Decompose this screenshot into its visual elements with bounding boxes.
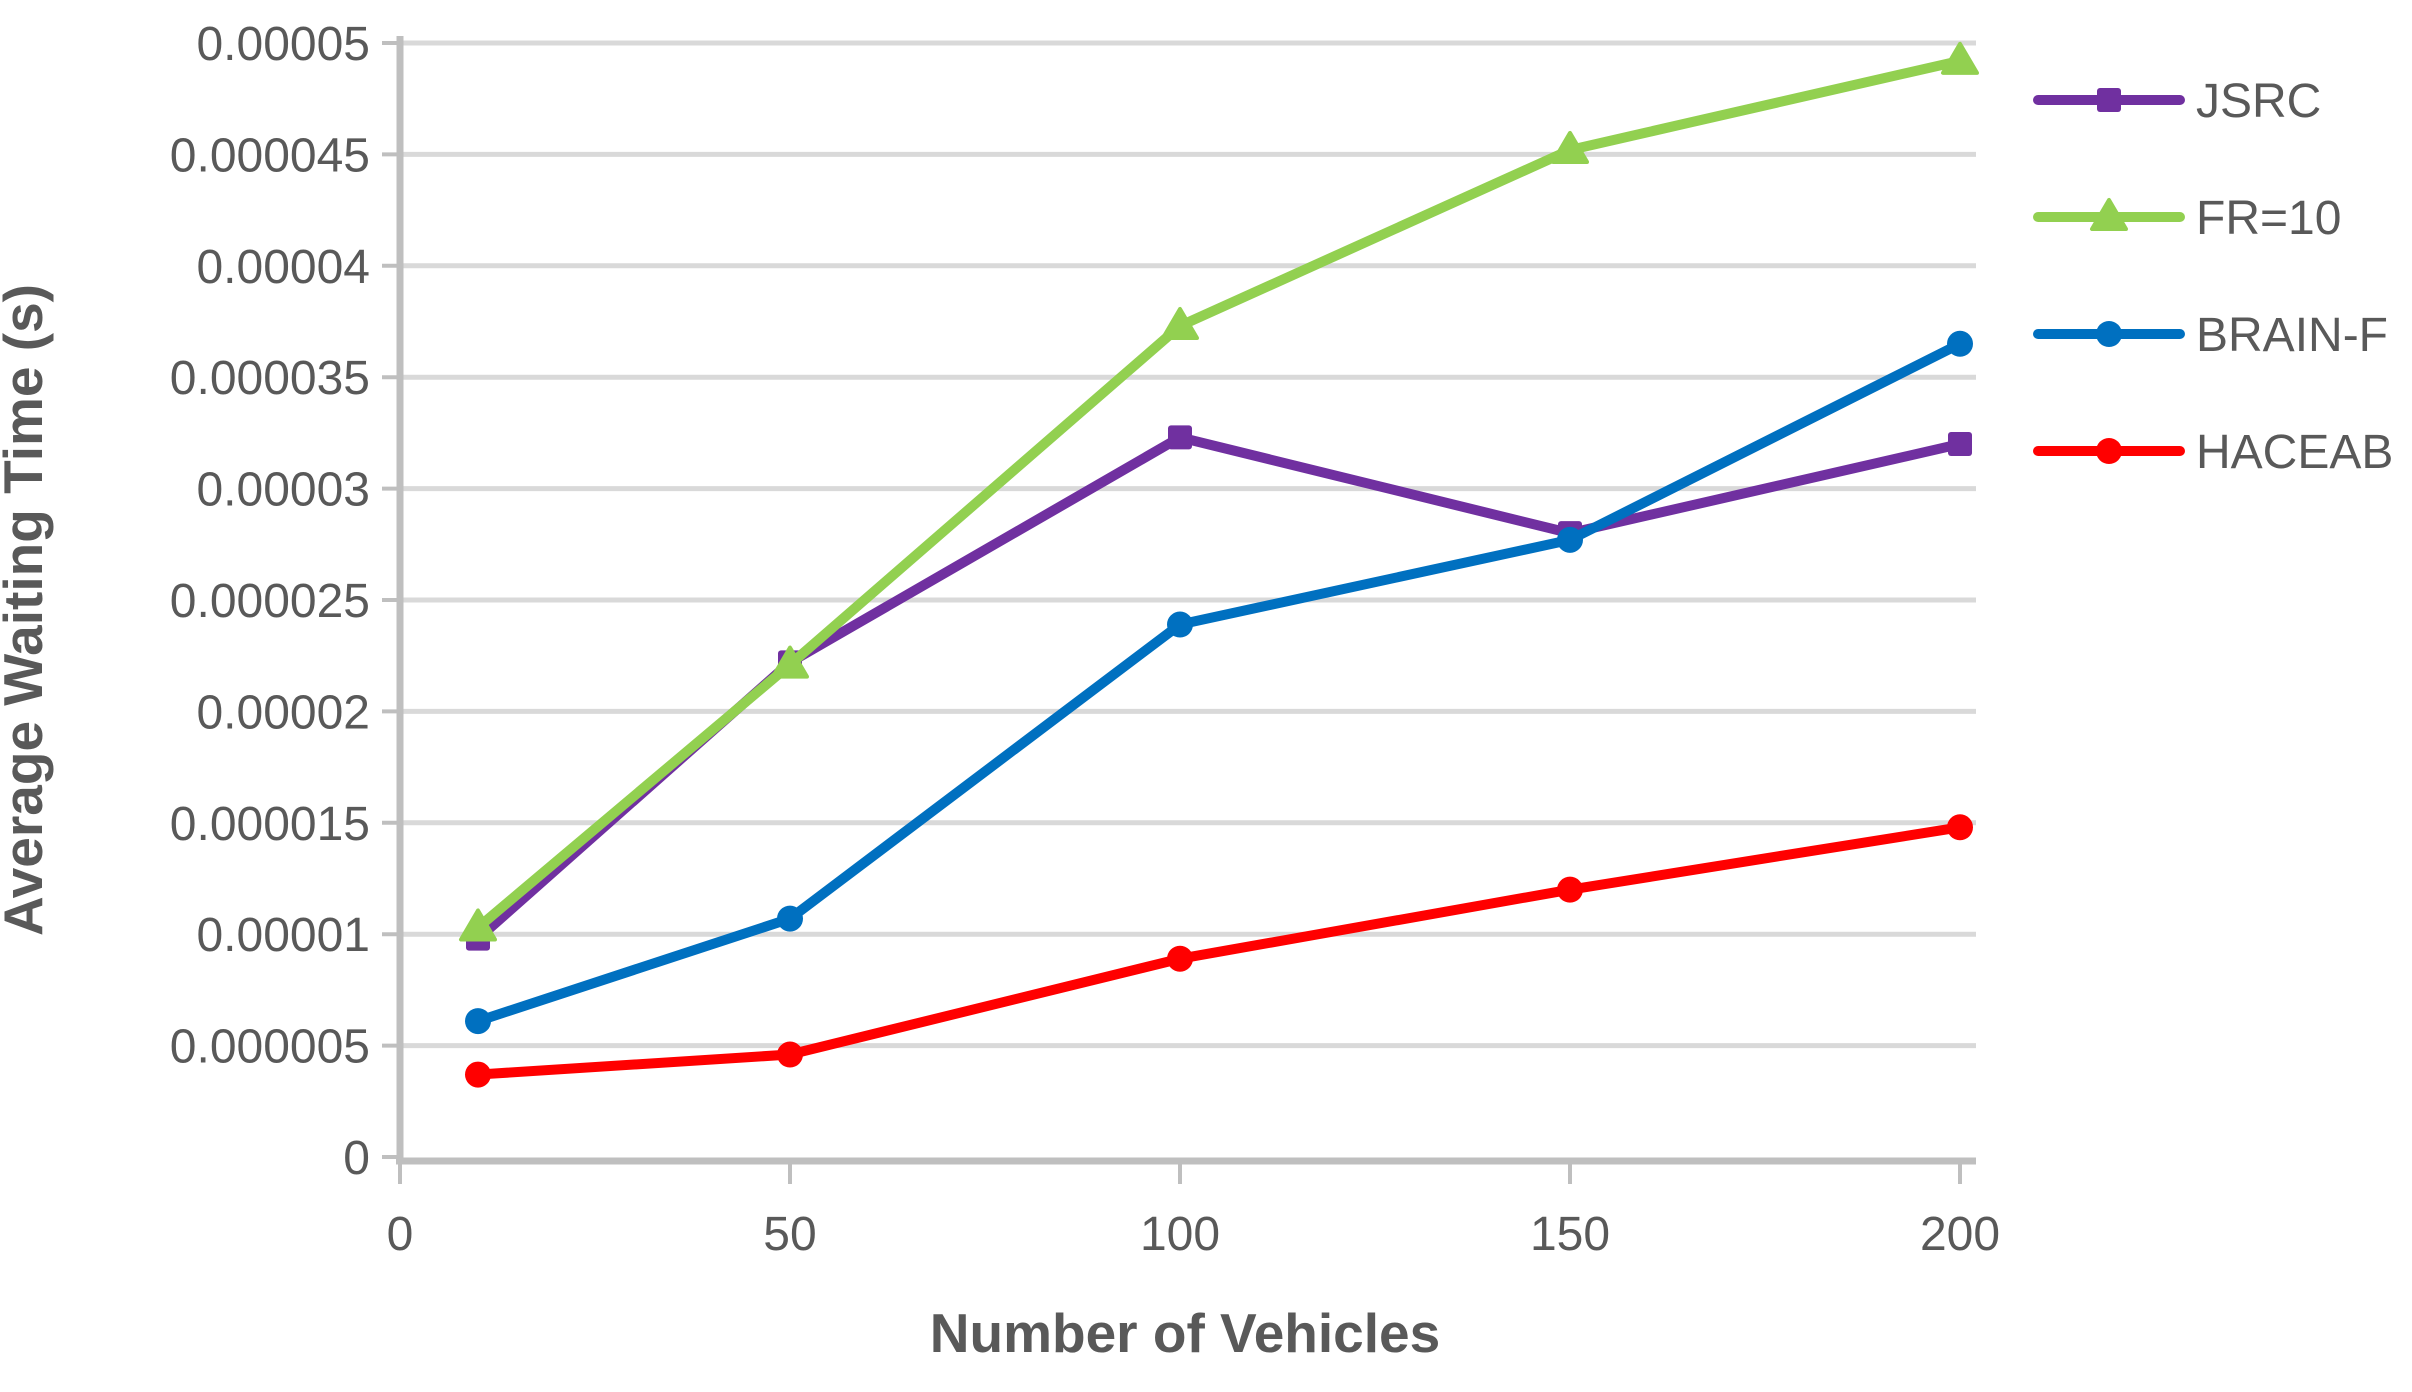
marker-jsrc	[1948, 432, 1972, 457]
x-tick-label: 100	[1140, 1208, 1220, 1261]
x-axis-title: Number of Vehicles	[930, 1302, 1440, 1364]
y-tick-label: 0.00005	[196, 18, 370, 71]
marker-haceab	[1167, 945, 1193, 972]
marker-fr-10	[1161, 306, 1199, 340]
x-tick-label: 150	[1530, 1208, 1610, 1261]
legend-label-haceab: HACEAB	[2196, 426, 2393, 479]
y-tick-label: 0.000025	[170, 575, 370, 628]
y-axis-title: Average Waiting Time (s)	[0, 284, 54, 936]
marker-fr-10	[1551, 130, 1589, 164]
marker-fr-10	[1941, 41, 1979, 75]
marker-jsrc	[1168, 425, 1192, 450]
y-tick-label: 0.000035	[170, 352, 370, 405]
legend-marker-brain-f	[2096, 321, 2122, 347]
y-tick-label: 0	[343, 1132, 370, 1185]
x-tick-label: 50	[763, 1208, 816, 1261]
y-tick-label: 0.00003	[196, 464, 370, 517]
legend-marker-jsrc	[2097, 88, 2121, 112]
legend-label-jsrc: JSRC	[2196, 75, 2321, 128]
y-tick-label: 0.000005	[170, 1021, 370, 1074]
marker-brain-f	[465, 1008, 491, 1035]
marker-haceab	[465, 1061, 491, 1088]
legend-label-brain-f: BRAIN-F	[2196, 309, 2388, 362]
marker-brain-f	[777, 905, 803, 932]
marker-brain-f	[1557, 526, 1583, 553]
legend-label-fr-10: FR=10	[2196, 192, 2341, 245]
marker-fr-10	[771, 645, 809, 679]
x-tick-label: 0	[387, 1208, 414, 1261]
y-tick-label: 0.000045	[170, 129, 370, 182]
marker-haceab	[1557, 876, 1583, 903]
y-tick-label: 0.00001	[196, 909, 370, 962]
marker-brain-f	[1167, 611, 1193, 638]
x-tick-label: 200	[1920, 1208, 2000, 1261]
legend-marker-haceab	[2096, 438, 2122, 464]
marker-brain-f	[1947, 330, 1973, 357]
y-tick-label: 0.00002	[196, 686, 370, 739]
marker-haceab	[1947, 814, 1973, 841]
legend-marker-fr-10	[2090, 198, 2128, 231]
marker-haceab	[777, 1041, 803, 1068]
y-tick-label: 0.00004	[196, 241, 370, 294]
marker-fr-10	[459, 908, 497, 942]
y-tick-label: 0.000015	[170, 798, 370, 851]
